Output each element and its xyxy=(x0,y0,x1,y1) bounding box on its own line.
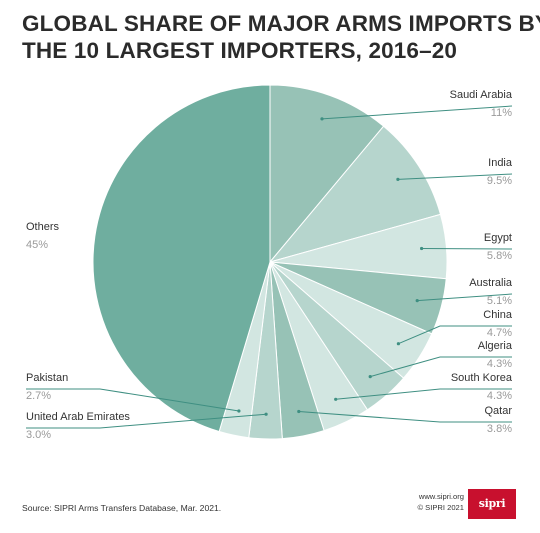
leader-line-saudi-arabia xyxy=(321,105,513,120)
credit-block: www.sipri.org © SIPRI 2021 xyxy=(417,492,464,513)
pie-slices xyxy=(92,84,448,440)
slice-label-united-arab-emirates: United Arab Emirates xyxy=(26,411,130,423)
leader-line-pakistan xyxy=(26,388,239,412)
leader-lines xyxy=(26,105,513,429)
leader-dot-qatar xyxy=(297,409,301,414)
slice-label-saudi-arabia: Saudi Arabia xyxy=(450,89,513,101)
slice-label-india: India xyxy=(488,157,513,169)
slice-value-south-korea: 4.3% xyxy=(487,390,512,402)
slice-label-others: Others xyxy=(26,221,60,233)
slice-value-pakistan: 2.7% xyxy=(26,390,51,402)
slice-value-qatar: 3.8% xyxy=(487,423,512,435)
slice-value-australia: 5.1% xyxy=(487,295,512,307)
chart-title: GLOBAL SHARE OF MAJOR ARMS IMPORTS BY TH… xyxy=(22,10,540,64)
slice-label-south-korea: South Korea xyxy=(451,372,513,384)
leader-dot-saudi-arabia xyxy=(320,117,324,121)
leader-line-australia xyxy=(417,293,513,302)
leader-line-algeria xyxy=(370,356,512,378)
leader-line-south-korea xyxy=(335,388,512,400)
slice-label-qatar: Qatar xyxy=(484,405,512,417)
slice-value-china: 4.7% xyxy=(487,327,512,339)
chart-title-line-2: THE 10 LARGEST IMPORTERS, 2016–20 xyxy=(22,38,458,63)
credit-url: www.sipri.org xyxy=(418,492,464,501)
slice-value-others: 45% xyxy=(26,239,48,251)
leader-dot-china xyxy=(396,342,400,346)
leader-dot-egypt xyxy=(420,246,424,251)
slice-value-algeria: 4.3% xyxy=(487,358,512,370)
pie-slice-others xyxy=(92,84,271,433)
leader-dot-australia xyxy=(415,299,419,303)
slice-label-pakistan: Pakistan xyxy=(26,372,68,384)
leader-dot-south-korea xyxy=(334,397,338,401)
slice-label-egypt: Egypt xyxy=(484,232,512,244)
slice-labels: Saudi Arabia 11% India 9.5% Egypt 5.8% Austral… xyxy=(26,89,513,441)
slice-label-australia: Australia xyxy=(469,277,513,289)
slice-value-egypt: 5.8% xyxy=(487,250,512,262)
leader-line-united-arab-emirates xyxy=(26,413,267,429)
leader-dot-algeria xyxy=(368,375,372,379)
leader-line-egypt xyxy=(421,248,513,250)
leader-dot-united-arab-emirates xyxy=(264,412,268,416)
leader-line-india xyxy=(397,173,513,180)
leader-line-qatar xyxy=(298,411,512,423)
credit-copyright: © SIPRI 2021 xyxy=(417,502,464,512)
slice-value-india: 9.5% xyxy=(487,175,512,187)
slice-value-united-arab-emirates: 3.0% xyxy=(26,429,51,441)
source-note: Source: SIPRI Arms Transfers Database, M… xyxy=(22,503,222,513)
sipri-logo: sipri xyxy=(468,489,516,519)
pie-slice-saudi-arabia xyxy=(269,84,385,264)
chart-title-line-1: GLOBAL SHARE OF MAJOR ARMS IMPORTS BY xyxy=(22,11,540,36)
slice-value-saudi-arabia: 11% xyxy=(491,107,512,119)
pie-slice-india xyxy=(268,125,442,263)
leader-line-china xyxy=(398,325,512,345)
leader-dot-pakistan xyxy=(237,409,241,413)
slice-label-algeria: Algeria xyxy=(478,340,513,352)
leader-dot-india xyxy=(396,177,400,181)
slice-label-china: China xyxy=(483,309,513,321)
